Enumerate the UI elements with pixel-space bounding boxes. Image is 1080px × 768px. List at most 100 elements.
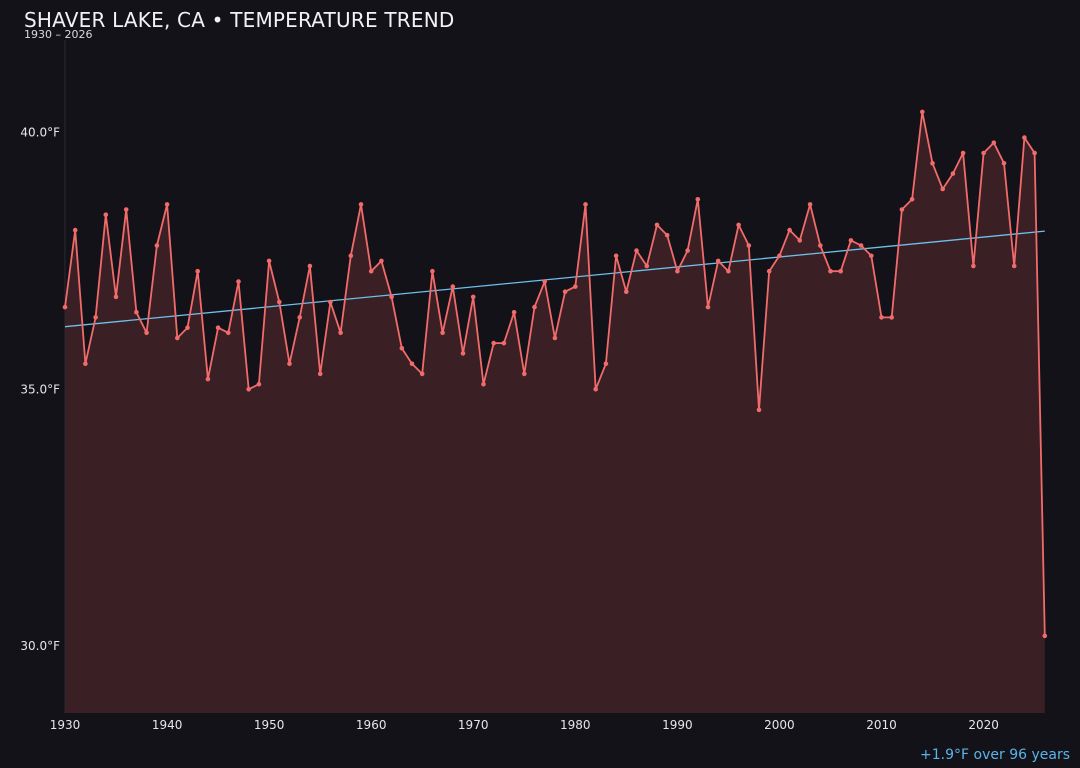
x-tick-label: 1970 xyxy=(458,718,489,732)
data-point xyxy=(1042,633,1048,639)
x-tick-label: 1960 xyxy=(356,718,387,732)
x-tick-label: 1990 xyxy=(662,718,693,732)
data-point xyxy=(72,227,78,233)
data-point xyxy=(450,284,456,289)
data-point xyxy=(481,381,486,387)
data-point xyxy=(522,371,527,377)
data-point xyxy=(83,361,88,367)
x-tick-label: 2020 xyxy=(968,718,999,732)
data-point xyxy=(603,361,609,367)
data-point xyxy=(583,202,588,207)
data-point xyxy=(379,258,384,264)
data-point xyxy=(389,294,394,300)
data-point xyxy=(409,361,415,367)
data-point xyxy=(511,310,517,315)
data-point xyxy=(940,186,945,192)
data-point xyxy=(226,330,231,336)
area-layer xyxy=(65,111,1045,713)
data-point xyxy=(215,325,221,331)
data-point xyxy=(287,361,292,367)
data-point xyxy=(664,232,670,238)
data-point xyxy=(889,315,894,320)
y-tick-label: 35.0°F xyxy=(20,382,60,396)
y-tick-label: 40.0°F xyxy=(20,126,60,140)
y-tick-label: 30.0°F xyxy=(20,639,60,653)
data-point xyxy=(368,268,374,274)
data-point xyxy=(981,150,986,156)
x-tick-label: 2000 xyxy=(764,718,795,732)
data-point xyxy=(491,340,497,346)
data-point xyxy=(920,109,925,115)
data-point xyxy=(1032,150,1037,156)
data-point xyxy=(103,212,109,217)
data-point xyxy=(532,304,537,310)
data-point xyxy=(675,268,680,274)
data-point xyxy=(807,202,813,207)
data-point xyxy=(838,268,843,274)
chart-subtitle: 1930 – 2026 xyxy=(24,28,93,41)
data-point xyxy=(869,253,874,259)
temperature-area xyxy=(65,111,1045,713)
trend-line xyxy=(64,230,1045,328)
x-tick-label: 1950 xyxy=(254,718,285,732)
data-point xyxy=(205,376,211,382)
data-point xyxy=(736,222,741,228)
data-point xyxy=(175,335,180,341)
data-point xyxy=(624,289,629,295)
data-point xyxy=(419,371,425,377)
data-point xyxy=(828,268,833,274)
data-point xyxy=(654,222,660,228)
data-point xyxy=(573,284,578,289)
data-point xyxy=(338,330,343,336)
data-point xyxy=(644,263,650,269)
data-point xyxy=(899,207,905,212)
data-point xyxy=(562,289,568,295)
chart-title: SHAVER LAKE, CA • TEMPERATURE TREND xyxy=(24,8,455,32)
data-point xyxy=(164,202,170,207)
data-point xyxy=(1001,161,1007,166)
data-point xyxy=(430,268,435,274)
data-point xyxy=(256,381,262,387)
data-point xyxy=(797,238,803,243)
x-tick-label: 1980 xyxy=(560,718,591,732)
x-tick-label: 2010 xyxy=(866,718,897,732)
data-point xyxy=(593,387,598,392)
data-point xyxy=(705,304,711,310)
data-point xyxy=(501,340,507,346)
data-point xyxy=(960,150,966,156)
data-point xyxy=(134,310,139,315)
data-point xyxy=(848,238,854,243)
data-point xyxy=(879,315,884,320)
data-point xyxy=(328,299,333,305)
data-point xyxy=(113,294,119,300)
data-point xyxy=(971,263,976,269)
data-point xyxy=(715,258,721,264)
data-point xyxy=(348,253,354,259)
data-point xyxy=(62,304,68,310)
data-point xyxy=(930,161,935,166)
data-point xyxy=(858,243,864,248)
data-point xyxy=(236,279,241,284)
data-point xyxy=(787,227,792,233)
data-point xyxy=(154,243,160,248)
data-point xyxy=(746,243,752,248)
data-point xyxy=(123,207,129,212)
data-point xyxy=(634,248,639,253)
data-point xyxy=(266,258,272,264)
data-point xyxy=(950,171,956,176)
data-point xyxy=(542,279,547,284)
data-point xyxy=(399,345,405,351)
points-layer xyxy=(62,109,1048,639)
data-point xyxy=(991,140,997,145)
data-point xyxy=(756,407,762,413)
data-point xyxy=(695,197,701,202)
data-point xyxy=(1022,135,1027,140)
data-point xyxy=(93,315,98,320)
data-point xyxy=(185,325,190,331)
data-point xyxy=(440,330,445,336)
x-tick-label: 1930 xyxy=(50,718,81,732)
data-point xyxy=(460,351,466,356)
data-point xyxy=(685,248,690,253)
data-point xyxy=(726,268,731,274)
